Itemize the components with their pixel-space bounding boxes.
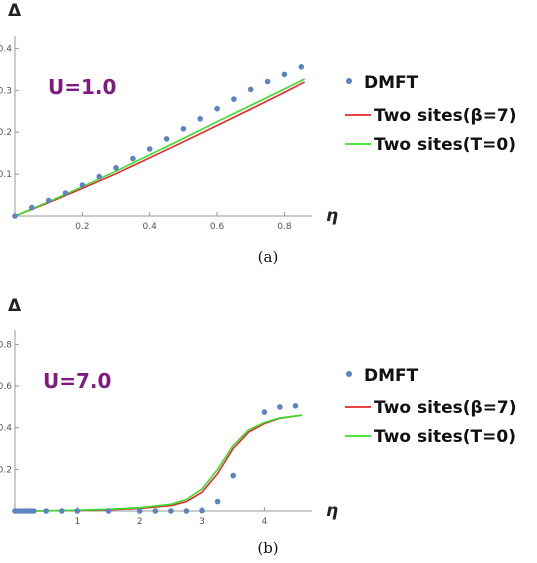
dmft-point [163,136,170,142]
legend-label-dmft: DMFT [364,73,419,93]
panel-caption: (a) [258,248,279,266]
x-tick-label: 3 [199,517,205,527]
dmft-point [130,155,136,162]
dmft-point [197,116,203,122]
x-tick-label: 0.8 [277,222,292,232]
y-axis-title: Δ [8,296,22,316]
series-line-two-sites-beta7 [14,414,302,512]
chart-panel-b: 0.2 0.4 0.6 0.8 1 2 3 4 Δη U=7.0 DMFT Two sites(β=7… [0,296,517,557]
dmft-point [199,507,205,514]
dmft-point [105,508,112,514]
dmft-point [152,508,159,514]
dmft-point [281,71,288,78]
y-tick-label: 0.4 [0,424,12,434]
y-tick-label: 0.4 [0,44,12,54]
series-line-two-sites-t0 [14,414,302,512]
dmft-point [43,508,49,514]
panel-caption: (b) [257,539,278,557]
legend-label-beta7: Two sites(β=7) [374,398,517,418]
x-tick-label: 0.2 [75,222,89,232]
legend-label-t0: Two sites(T=0) [374,427,516,447]
dmft-point [62,190,69,196]
panel-annotation: U=1.0 [48,75,116,99]
dmft-point [247,86,254,93]
dmft-point [29,204,35,211]
dmft-point [183,508,190,514]
dmft-point [214,105,220,112]
dmft-point [264,78,271,85]
x-tick-label: 0.6 [210,222,225,232]
x-axis-title: η [326,206,338,226]
y-tick-label: 0.2 [0,128,12,138]
x-axis-title: η [326,501,338,521]
series-line-two-sites-t0 [14,78,305,217]
x-tick-label: 0.4 [143,222,158,232]
dmft-point [292,403,299,409]
y-tick-label: 0.8 [0,340,12,350]
dmft-point [277,404,283,410]
x-tick-label: 2 [137,517,143,527]
dmft-point [96,173,102,180]
x-tick-label: 1 [74,517,80,527]
dmft-point [113,165,119,171]
dmft-point [12,213,18,219]
series-line-two-sites-beta7 [14,81,305,217]
y-tick-label: 0.1 [0,170,12,180]
y-tick-label: 0.2 [0,465,12,475]
y-tick-label: 0.3 [0,86,12,96]
dmft-point [231,96,237,102]
legend-marker-dmft [346,78,352,84]
dmft-point [261,409,268,415]
dmft-point [168,508,174,514]
dmft-point [79,182,86,188]
dmft-point [214,498,221,505]
dmft-point [298,64,305,70]
dmft-point [146,146,153,152]
y-axis-title: Δ [8,1,22,21]
dmft-point [136,508,143,514]
chart-panel-a: 0.1 0.2 0.3 0.4 0.2 0.4 0.6 0.8 Δη U=1.0 DMFT Two s… [0,1,517,266]
dmft-point [230,472,236,479]
dmft-point [59,508,65,514]
legend-marker-dmft [346,371,352,377]
dmft-point [74,508,81,514]
dmft-point [45,197,52,204]
y-tick-label: 0.6 [0,382,12,392]
legend-label-t0: Two sites(T=0) [374,135,516,155]
x-tick-label: 4 [261,517,267,527]
dmft-point [180,126,187,132]
panel-annotation: U=7.0 [43,369,111,393]
legend-label-beta7: Two sites(β=7) [374,106,517,126]
dmft-point [30,508,37,514]
legend-label-dmft: DMFT [364,366,419,386]
